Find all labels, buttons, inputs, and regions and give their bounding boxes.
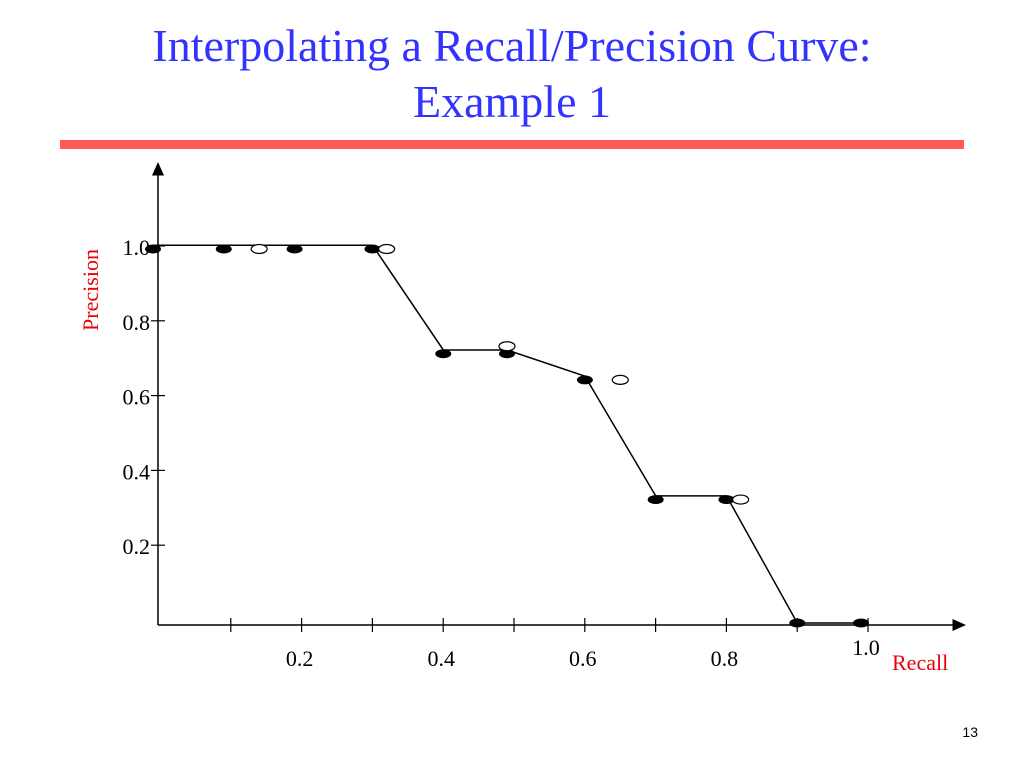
x-axis-ticks: 0.2 0.4 0.6 0.8 1.0 xyxy=(230,618,880,671)
interpolated-curve xyxy=(153,244,861,624)
open-point xyxy=(378,243,396,255)
filled-point xyxy=(364,244,381,254)
y-tick-label: 0.2 xyxy=(123,534,151,559)
x-tick-label: 0.2 xyxy=(286,646,314,671)
y-tick-label: 0.4 xyxy=(123,459,151,484)
y-tick-label: 0.6 xyxy=(123,385,151,410)
filled-point xyxy=(647,495,664,505)
slide-title: Interpolating a Recall/Precision Curve: … xyxy=(0,18,1024,130)
filled-point xyxy=(286,244,303,254)
filled-point xyxy=(499,349,515,359)
data-points xyxy=(145,243,869,628)
interpolated-line xyxy=(153,244,861,624)
filled-point xyxy=(145,244,161,254)
y-tick-label: 0.8 xyxy=(123,310,151,335)
filled-point xyxy=(576,375,593,385)
filled-point xyxy=(215,244,232,254)
title-divider xyxy=(60,140,964,149)
filled-point xyxy=(718,495,735,505)
filled-point xyxy=(435,349,452,359)
y-axis-title: Precision xyxy=(78,249,103,331)
filled-point xyxy=(789,618,806,628)
title-line-1: Interpolating a Recall/Precision Curve: xyxy=(152,20,872,71)
x-tick-label: 1.0 xyxy=(852,635,880,660)
open-point xyxy=(732,494,750,505)
y-tick-label: 1.0 xyxy=(123,235,151,260)
filled-point xyxy=(853,618,869,628)
open-point xyxy=(611,374,629,385)
x-tick-label: 0.6 xyxy=(569,646,597,671)
open-point xyxy=(250,243,268,255)
page-number: 13 xyxy=(962,724,978,740)
x-tick-label: 0.8 xyxy=(711,646,739,671)
x-tick-label: 0.4 xyxy=(427,646,455,671)
open-point xyxy=(498,341,516,352)
x-axis-title: Recall xyxy=(892,650,948,675)
title-line-2: Example 1 xyxy=(413,76,611,127)
